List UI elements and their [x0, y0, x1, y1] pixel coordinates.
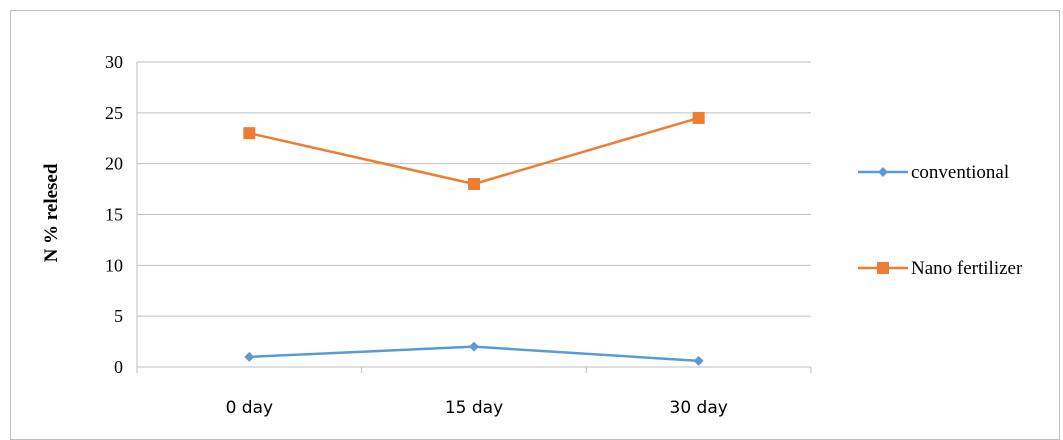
y-tick-label-25: 25 — [105, 103, 123, 123]
data-point-1-2 — [692, 111, 705, 124]
data-point-0-0 — [244, 351, 255, 362]
data-point-1-1 — [468, 178, 480, 190]
chart-frame — [10, 10, 1060, 440]
y-tick-label-0: 0 — [114, 357, 123, 377]
legend-marker-0 — [878, 167, 888, 177]
legend-label-0: conventional — [911, 162, 1009, 183]
legend-item-1: Nano fertilizer — [858, 258, 1023, 279]
data-point-0-1 — [469, 341, 479, 352]
y-tick-label-30: 30 — [105, 52, 123, 72]
y-tick-label-20: 20 — [105, 154, 123, 174]
series-line-1 — [249, 116, 700, 186]
x-tick-label-2: 30 day — [670, 398, 728, 418]
series-1 — [243, 111, 705, 190]
data-point-0-2 — [693, 355, 704, 366]
legend: conventional Nano fertilizer — [858, 162, 1023, 279]
series-layer — [243, 111, 705, 366]
y-tick-label-10: 10 — [105, 255, 123, 275]
y-axis-title: N % relesed — [41, 163, 62, 262]
gridlines — [137, 61, 811, 368]
legend-marker-1 — [877, 262, 889, 274]
y-tick-label-15: 15 — [105, 205, 123, 225]
legend-label-1: Nano fertilizer — [911, 258, 1023, 279]
series-0 — [244, 341, 704, 366]
data-point-1-0 — [243, 127, 256, 140]
x-tick-label-1: 15 day — [445, 398, 503, 418]
x-tick-label-0: 0 day — [226, 398, 274, 418]
y-tick-label-5: 5 — [114, 306, 123, 326]
line-chart: 0 5 10 15 20 25 30 0 day 15 day 30 day N % relese… — [41, 52, 1023, 418]
axes: 0 5 10 15 20 25 30 0 day 15 day 30 day — [105, 52, 812, 418]
legend-item-0: conventional — [858, 162, 1009, 183]
